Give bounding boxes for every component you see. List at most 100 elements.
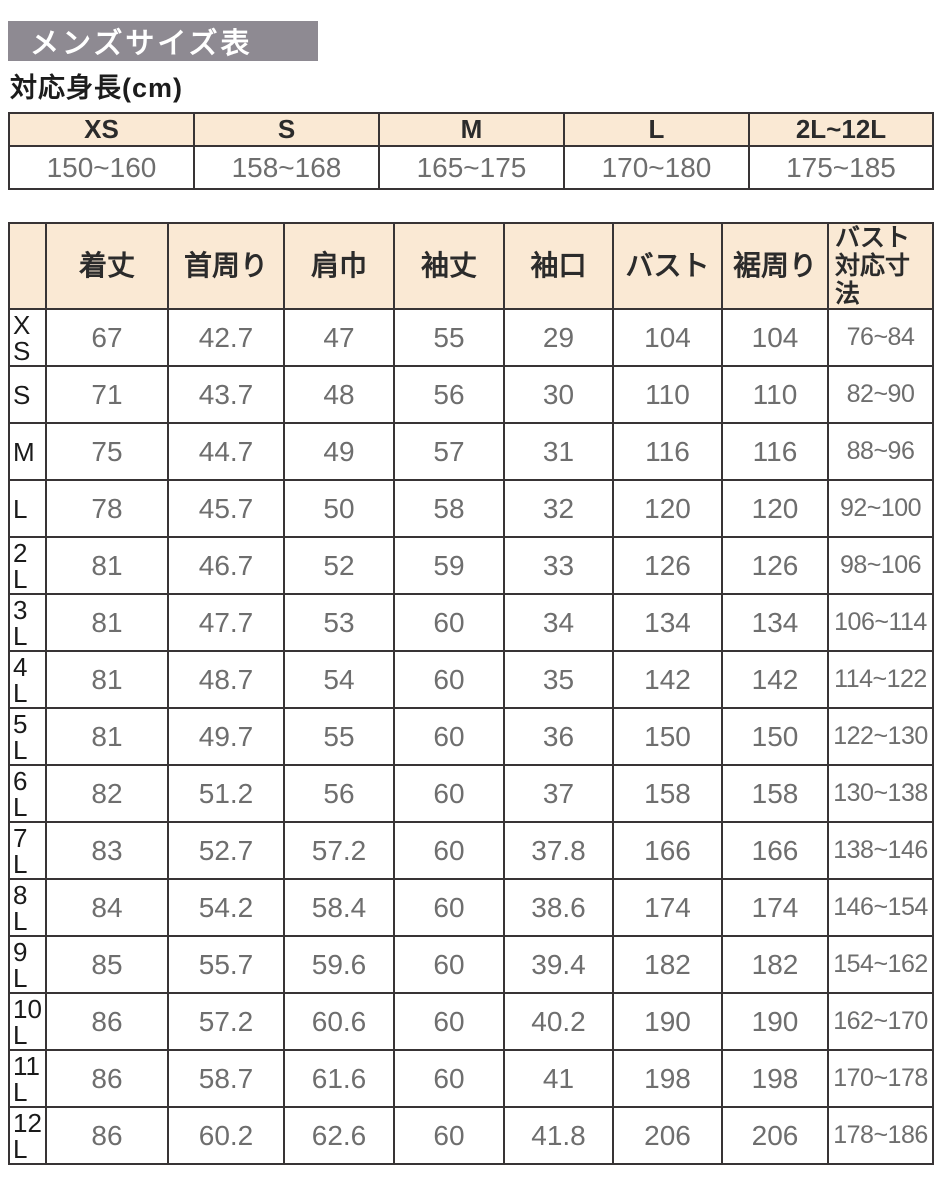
size-value-cell: 48.7	[167, 650, 285, 709]
size-value-cell: 110	[612, 365, 723, 424]
size-value-cell: 154~162	[827, 935, 934, 994]
size-row-label: 3 L	[8, 593, 47, 652]
size-value-cell: 45.7	[167, 479, 285, 538]
size-value-cell: 82~90	[827, 365, 934, 424]
size-value-cell: 120	[612, 479, 723, 538]
size-value-cell: 46.7	[167, 536, 285, 595]
size-row-label: 2 L	[8, 536, 47, 595]
size-value-cell: 39.4	[503, 935, 614, 994]
height-value-cell: 165~175	[378, 145, 565, 190]
size-value-cell: 37	[503, 764, 614, 823]
size-value-cell: 146~154	[827, 878, 934, 937]
size-value-cell: 126	[721, 536, 829, 595]
size-value-cell: 130~138	[827, 764, 934, 823]
size-value-cell: 60	[393, 821, 505, 880]
page-title: メンズサイズ表	[30, 28, 253, 60]
size-value-cell: 182	[721, 935, 829, 994]
size-value-cell: 104	[721, 308, 829, 367]
size-value-cell: 84	[45, 878, 169, 937]
size-value-cell: 85	[45, 935, 169, 994]
size-table-row: 2 L 81 46.7 52 59 33 126 126 98~106	[8, 536, 934, 595]
height-col-header: 2L~12L	[748, 112, 934, 147]
size-value-cell: 75	[45, 422, 169, 481]
size-value-cell: 44.7	[167, 422, 285, 481]
size-value-cell: 60	[393, 764, 505, 823]
size-value-cell: 81	[45, 593, 169, 652]
size-value-cell: 40.2	[503, 992, 614, 1051]
size-value-cell: 134	[612, 593, 723, 652]
size-value-cell: 42.7	[167, 308, 285, 367]
size-value-cell: 35	[503, 650, 614, 709]
size-value-cell: 86	[45, 1049, 169, 1108]
size-value-cell: 51.2	[167, 764, 285, 823]
size-value-cell: 86	[45, 992, 169, 1051]
size-value-cell: 54.2	[167, 878, 285, 937]
size-value-cell: 59	[393, 536, 505, 595]
size-value-cell: 110	[721, 365, 829, 424]
size-value-cell: 86	[45, 1106, 169, 1165]
size-value-cell: 50	[283, 479, 395, 538]
size-value-cell: 116	[612, 422, 723, 481]
height-table-header-row: XS S M L 2L~12L	[8, 112, 934, 147]
size-value-cell: 81	[45, 707, 169, 766]
size-value-cell: 150	[721, 707, 829, 766]
size-value-cell: 58	[393, 479, 505, 538]
size-value-cell: 182	[612, 935, 723, 994]
size-row-label: 8 L	[8, 878, 47, 937]
size-col-header-sleeve: 袖丈	[393, 222, 505, 310]
size-value-cell: 120	[721, 479, 829, 538]
size-table-row: 8 L 84 54.2 58.4 60 38.6 174 174 146~154	[8, 878, 934, 937]
size-table-row: X S 67 42.7 47 55 29 104 104 76~84	[8, 308, 934, 367]
height-value-cell: 150~160	[8, 145, 195, 190]
size-value-cell: 88~96	[827, 422, 934, 481]
size-value-cell: 67	[45, 308, 169, 367]
size-value-cell: 178~186	[827, 1106, 934, 1165]
size-row-label: 4 L	[8, 650, 47, 709]
size-value-cell: 30	[503, 365, 614, 424]
height-col-header: XS	[8, 112, 195, 147]
size-value-cell: 206	[721, 1106, 829, 1165]
size-value-cell: 174	[721, 878, 829, 937]
size-value-cell: 150	[612, 707, 723, 766]
size-value-cell: 58.4	[283, 878, 395, 937]
size-value-cell: 158	[612, 764, 723, 823]
size-row-label: 6 L	[8, 764, 47, 823]
size-table-row: 9 L 85 55.7 59.6 60 39.4 182 182 154~162	[8, 935, 934, 994]
size-table-row: M 75 44.7 49 57 31 116 116 88~96	[8, 422, 934, 481]
size-col-header-length: 着丈	[45, 222, 169, 310]
size-value-cell: 57.2	[283, 821, 395, 880]
size-value-cell: 81	[45, 536, 169, 595]
size-row-label: 5 L	[8, 707, 47, 766]
size-value-cell: 114~122	[827, 650, 934, 709]
size-value-cell: 49	[283, 422, 395, 481]
size-table-row: 6 L 82 51.2 56 60 37 158 158 130~138	[8, 764, 934, 823]
size-value-cell: 134	[721, 593, 829, 652]
size-value-cell: 58.7	[167, 1049, 285, 1108]
size-value-cell: 92~100	[827, 479, 934, 538]
size-value-cell: 162~170	[827, 992, 934, 1051]
size-value-cell: 60	[393, 992, 505, 1051]
size-value-cell: 52	[283, 536, 395, 595]
size-value-cell: 60	[393, 650, 505, 709]
size-col-header-bust-range: バスト 対応寸法	[827, 222, 934, 310]
size-table-row: L 78 45.7 50 58 32 120 120 92~100	[8, 479, 934, 538]
size-value-cell: 190	[721, 992, 829, 1051]
size-table-header-row: 着丈 首周り 肩巾 袖丈 袖口 バスト 裾周り バスト 対応寸法	[8, 222, 934, 310]
size-value-cell: 49.7	[167, 707, 285, 766]
size-value-cell: 142	[612, 650, 723, 709]
size-value-cell: 104	[612, 308, 723, 367]
size-table-row: 3 L 81 47.7 53 60 34 134 134 106~114	[8, 593, 934, 652]
height-table-caption: 対応身長(cm)	[10, 73, 184, 103]
size-value-cell: 206	[612, 1106, 723, 1165]
size-value-cell: 29	[503, 308, 614, 367]
size-value-cell: 166	[721, 821, 829, 880]
size-value-cell: 82	[45, 764, 169, 823]
height-col-header: M	[378, 112, 565, 147]
size-row-label: M	[8, 422, 47, 481]
size-row-label: X S	[8, 308, 47, 367]
size-value-cell: 190	[612, 992, 723, 1051]
height-table-value-row: 150~160 158~168 165~175 170~180 175~185	[8, 145, 934, 190]
size-value-cell: 59.6	[283, 935, 395, 994]
height-col-header: L	[563, 112, 750, 147]
